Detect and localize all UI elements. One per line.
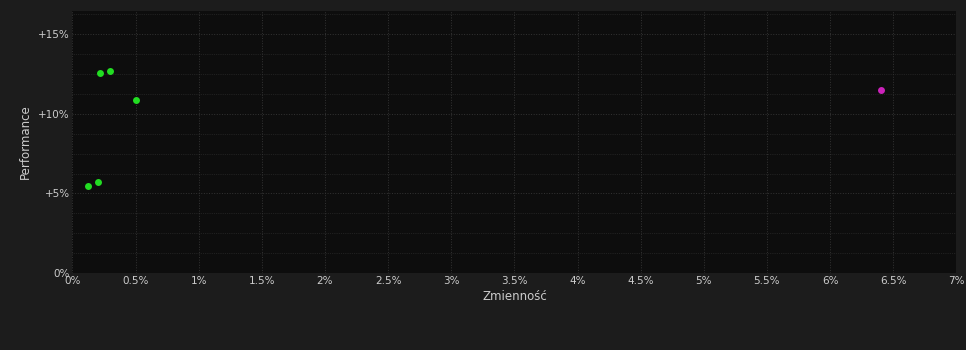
Point	[90, 180, 105, 185]
Point	[80, 183, 96, 188]
Point	[873, 87, 889, 93]
Y-axis label: Performance: Performance	[19, 104, 33, 179]
Point	[93, 70, 108, 75]
X-axis label: Zmienność: Zmienność	[482, 290, 547, 303]
Point	[128, 97, 143, 103]
Point	[102, 68, 118, 74]
